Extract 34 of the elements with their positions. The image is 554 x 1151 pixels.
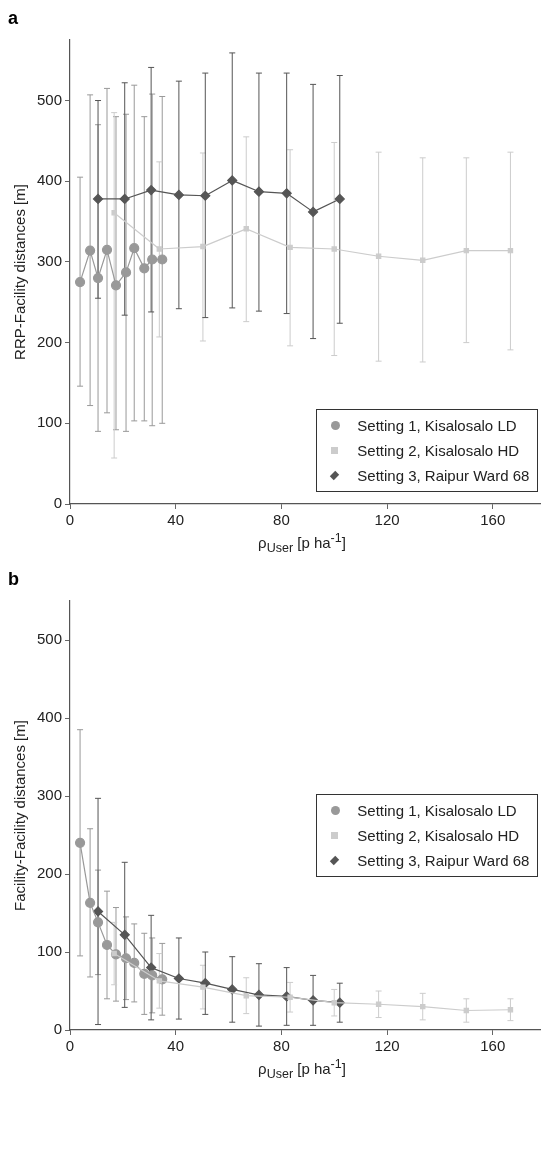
legend-label: Setting 1, Kisalosalo LD — [357, 417, 517, 434]
y-tick-label: 200 — [37, 332, 63, 350]
y-axis-title: RRP-Facility distances [m] — [11, 184, 29, 360]
x-tick-label: 120 — [374, 511, 400, 529]
y-tick-label: 100 — [37, 413, 63, 431]
chart-title: b — [8, 569, 20, 589]
y-axis-title: Facility-Facility distances [m] — [11, 720, 29, 911]
legend-label: Setting 2, Kisalosalo HD — [357, 442, 520, 459]
x-axis-title: ρ$_{User}$ [p ha$^{-1}$] — [257, 531, 347, 555]
y-tick-label: 0 — [53, 1020, 63, 1038]
y-tick-label: 500 — [37, 630, 63, 648]
y-tick-label: 500 — [37, 90, 63, 108]
y-tick-label: 200 — [37, 864, 63, 882]
legend-label: Setting 3, Raipur Ward 68 — [357, 852, 530, 869]
x-tick-label: 160 — [480, 1037, 506, 1055]
x-tick-label: 160 — [480, 511, 506, 529]
legend-label: Setting 3, Raipur Ward 68 — [357, 467, 530, 484]
x-axis-title: ρ$_{User}$ [p ha$^{-1}$] — [257, 1057, 347, 1081]
x-tick-label: 40 — [167, 1037, 185, 1055]
x-tick-label: 0 — [65, 1037, 75, 1055]
y-tick-label: 100 — [37, 942, 63, 960]
x-tick-label: 80 — [273, 1037, 290, 1055]
y-tick-label: 300 — [37, 786, 63, 804]
chart-title: a — [8, 8, 19, 28]
y-tick-label: 0 — [53, 494, 63, 512]
x-tick-label: 120 — [374, 1037, 400, 1055]
y-tick-label: 400 — [37, 171, 63, 189]
legend-label: Setting 2, Kisalosalo HD — [357, 827, 520, 844]
x-tick-label: 80 — [273, 511, 290, 529]
y-tick-label: 400 — [37, 708, 63, 726]
y-tick-label: 300 — [37, 252, 63, 270]
x-tick-label: 40 — [167, 511, 185, 529]
x-tick-label: 0 — [65, 511, 75, 529]
legend-label: Setting 1, Kisalosalo LD — [357, 802, 517, 819]
